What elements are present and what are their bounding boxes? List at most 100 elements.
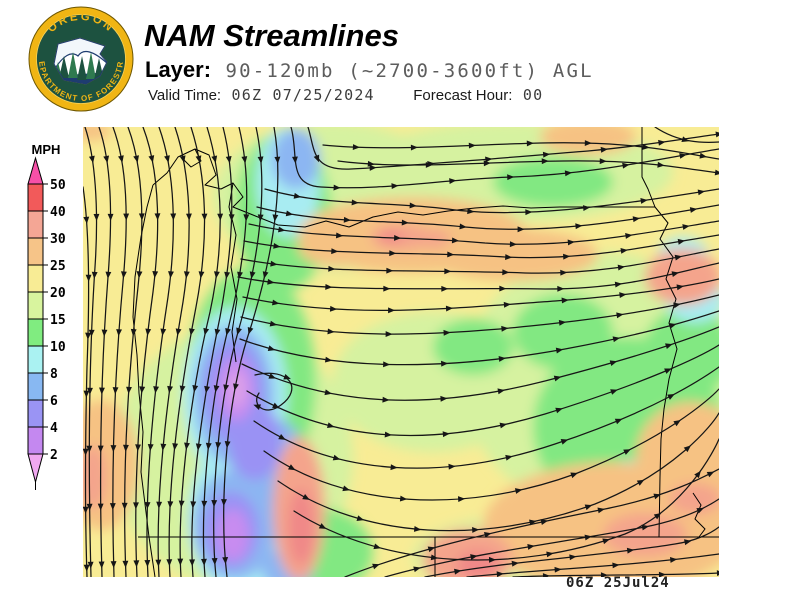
flow-arrow-icon (483, 160, 491, 167)
streamline (146, 127, 174, 577)
flow-arrow-icon (715, 131, 719, 138)
flow-arrow-icon (195, 155, 202, 163)
flow-arrow-icon (135, 444, 142, 452)
flow-arrow-icon (147, 443, 154, 452)
flow-arrow-icon (278, 226, 286, 233)
flow-arrow-icon (201, 500, 208, 508)
flow-arrow-icon (270, 260, 278, 267)
flow-arrow-icon (351, 199, 359, 206)
flow-arrow-icon (619, 292, 627, 299)
flow-arrow-icon (98, 561, 105, 569)
streamline (384, 498, 719, 577)
flow-arrow-icon (247, 326, 254, 335)
legend-bottom-arrow (27, 453, 44, 484)
flow-arrow-icon (389, 250, 397, 257)
flow-arrow-icon (274, 156, 281, 164)
flow-arrow-icon (674, 254, 683, 261)
flow-arrow-icon (186, 213, 192, 221)
flow-arrow-icon (179, 385, 186, 393)
flow-arrow-icon (342, 485, 350, 492)
flow-arrow-icon (410, 144, 418, 151)
legend-color-step (27, 237, 44, 266)
flow-arrow-icon (166, 559, 173, 567)
flow-arrow-icon (542, 151, 551, 158)
flow-arrow-icon (445, 305, 454, 312)
flow-arrow-icon (600, 146, 608, 153)
flow-arrow-icon (85, 332, 92, 340)
flow-arrow-icon (222, 556, 229, 565)
legend-color-step (27, 426, 44, 455)
flow-arrow-icon (262, 271, 269, 279)
valid-time-value: 06Z 07/25/2024 (231, 86, 375, 104)
streamline (264, 188, 719, 214)
flow-arrow-icon (689, 207, 698, 213)
layer-line: Layer: 90-120mb (~2700-3600ft) AGL (145, 57, 594, 83)
flow-arrow-icon (326, 422, 335, 428)
flow-arrow-icon (584, 504, 593, 511)
flow-arrow-icon (331, 248, 339, 255)
flow-arrow-icon (449, 178, 457, 184)
flow-arrow-icon (542, 573, 550, 577)
streamline (466, 553, 719, 577)
flow-arrow-icon (118, 155, 124, 163)
flow-arrow-icon (233, 383, 239, 391)
flow-arrow-icon (683, 445, 691, 453)
map-content (83, 127, 719, 577)
flow-arrow-icon (257, 156, 264, 164)
flow-arrow-icon (694, 470, 701, 479)
streamline (254, 372, 293, 411)
wind-speed-region (83, 127, 111, 141)
flow-arrow-icon (390, 464, 398, 471)
flow-arrow-icon (399, 495, 408, 502)
flow-arrow-icon (610, 389, 618, 395)
flow-arrow-icon (394, 234, 402, 241)
flow-arrow-icon (502, 269, 510, 276)
flow-arrow-icon (385, 331, 393, 337)
flow-arrow-icon (681, 136, 689, 143)
flow-arrow-icon (101, 329, 108, 337)
legend-tick-label: 40 (50, 205, 66, 220)
flow-arrow-icon (529, 519, 537, 526)
flow-arrow-icon (673, 302, 681, 309)
flow-arrow-icon (557, 285, 565, 292)
flow-arrow-icon (211, 558, 218, 566)
flow-arrow-icon (332, 454, 341, 461)
flow-arrow-icon (554, 566, 562, 573)
flow-arrow-icon (122, 444, 129, 452)
streamline (84, 127, 98, 577)
flow-arrow-icon (430, 554, 439, 561)
flow-arrow-icon (164, 155, 170, 163)
flow-arrow-icon (442, 431, 450, 438)
flow-arrow-icon (313, 154, 320, 163)
wind-speed-region (513, 294, 613, 370)
flow-arrow-icon (184, 442, 190, 450)
flow-arrow-icon (130, 328, 137, 337)
map-timestamp: 06Z 25Jul24 (566, 575, 670, 591)
flow-arrow-icon (622, 162, 630, 169)
flow-arrow-icon (569, 554, 577, 561)
flow-arrow-icon (665, 343, 673, 350)
legend-tick-label: 2 (50, 448, 58, 463)
flow-arrow-icon (555, 347, 564, 354)
flow-arrow-icon (441, 360, 449, 367)
flow-arrow-icon (509, 241, 517, 248)
flow-arrow-icon (302, 493, 310, 500)
flow-arrow-icon (676, 284, 684, 291)
flow-arrow-icon (505, 454, 513, 461)
flow-arrow-icon (677, 238, 686, 245)
flow-arrow-icon (472, 527, 480, 533)
streamline (83, 186, 90, 577)
flow-arrow-icon (584, 534, 592, 541)
flow-arrow-icon (83, 564, 90, 572)
flow-arrow-icon (126, 386, 132, 394)
flow-arrow-icon (83, 216, 90, 224)
flow-arrow-icon (457, 496, 466, 503)
flow-arrow-icon (684, 539, 692, 546)
state-border-line (228, 182, 238, 363)
streamline (243, 234, 719, 259)
streamline (241, 326, 719, 401)
flow-arrow-icon (267, 278, 275, 285)
flow-arrow-icon (325, 283, 333, 290)
flow-arrow-icon (444, 268, 452, 275)
flow-arrow-icon (641, 524, 650, 531)
